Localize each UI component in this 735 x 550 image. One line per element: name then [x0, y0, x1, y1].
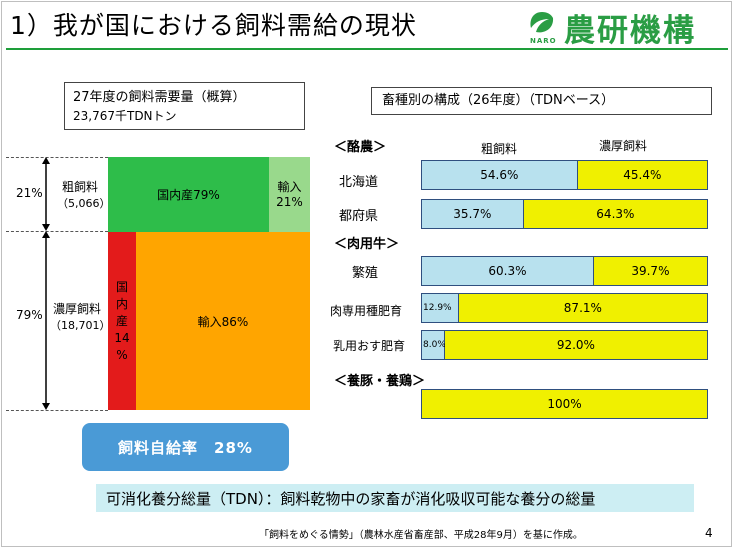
page-title: 1）我が国における飼料需給の現状 [10, 6, 417, 42]
concentrate-domestic-block: 国 内 産 14 % [108, 232, 136, 410]
bar-segment-concentrate: 39.7% [594, 257, 707, 285]
bar-segment-concentrate: 87.1% [459, 294, 707, 322]
concentrate-feed-amount: （18,701） [50, 317, 111, 333]
demand-box: 27年度の飼料需要量（概算） 23,767千TDNトン [64, 82, 305, 130]
section-beef: ＜肉用牛＞ [334, 233, 399, 252]
demand-title: 27年度の飼料需要量（概算） [73, 86, 296, 105]
section-pig-poultry: ＜養豚・養鶏＞ [334, 370, 425, 389]
rough-import-label: 輸入 [277, 180, 301, 195]
rough-import-pct: 21% [276, 195, 303, 210]
bar-pig-poultry: 100% [421, 389, 708, 419]
rough-domestic-block: 国内産79% [108, 157, 269, 232]
bar-segment-rough: 35.7% [422, 200, 524, 228]
column-header-rough: 粗飼料 [481, 140, 517, 157]
bar-tofuken: 35.7% 64.3% [421, 199, 708, 229]
rough-feed-amount: （5,066） [57, 195, 111, 211]
concentrate-import-block: 輸入86% [136, 232, 310, 410]
page-number: 4 [705, 526, 713, 540]
concentrate-share-label: 79% [16, 308, 43, 322]
bar-hokkaido: 54.6% 45.4% [421, 160, 708, 190]
bar-segment-concentrate: 92.0% [445, 331, 707, 359]
column-header-concentrate: 濃厚飼料 [599, 137, 647, 154]
rough-share-label: 21% [16, 186, 43, 200]
bar-segment-rough: 12.9% [422, 294, 459, 322]
concentrate-domestic-char-2: 内 [116, 296, 128, 313]
self-sufficiency-badge: 飼料自給率 28% [82, 423, 289, 471]
tdn-definition-note: 可消化養分総量（TDN）：飼料乾物中の家畜が消化吸収可能な養分の総量 [96, 484, 694, 512]
row-label-hokkaido: 北海道 [339, 171, 378, 190]
naro-leaf-icon [527, 10, 557, 36]
mosaic-guide-top [6, 157, 108, 158]
mosaic-guide-middle [6, 231, 108, 232]
naro-logo-text: 農研機構 [564, 5, 696, 50]
demand-amount: 23,767千TDNトン [73, 107, 296, 124]
bar-segment-rough: 60.3% [422, 257, 594, 285]
rough-feed-label: 粗飼料 [62, 178, 98, 195]
mosaic-guide-bottom [6, 410, 108, 411]
bar-segment-concentrate: 64.3% [524, 200, 707, 228]
row-label-beef-fattening: 肉専用種肥育 [330, 302, 402, 319]
source-citation: 「飼料をめぐる情勢」（農林水産省畜産部、平成28年9月）を基に作成。 [259, 526, 583, 541]
row-label-dairy-steer-fattening: 乳用おす肥育 [333, 337, 405, 354]
concentrate-domestic-char-3: 産 [116, 313, 128, 330]
concentrate-domestic-char-1: 国 [116, 279, 128, 296]
bar-breeding: 60.3% 39.7% [421, 256, 708, 286]
row-label-breeding: 繁殖 [352, 262, 378, 281]
bar-beef-fattening: 12.9% 87.1% [421, 293, 708, 323]
concentrate-feed-label: 濃厚飼料 [53, 300, 101, 317]
concentrate-domestic-char-5: % [116, 347, 127, 364]
naro-logo-label: NARO [530, 37, 557, 45]
section-dairy: ＜酪農＞ [334, 136, 386, 155]
bar-segment-rough: 54.6% [422, 161, 578, 189]
bar-segment-concentrate: 45.4% [578, 161, 707, 189]
rough-import-block: 輸入 21% [269, 157, 310, 232]
row-label-tofuken: 都府県 [339, 205, 378, 224]
concentrate-domestic-char-4: 14 [114, 330, 129, 347]
composition-title: 畜種別の構成（26年度）（TDNベース） [371, 87, 712, 115]
bar-dairy-steer-fattening: 8.0% 92.0% [421, 330, 708, 360]
bar-segment-concentrate: 100% [422, 390, 707, 418]
bar-segment-rough: 8.0% [422, 331, 445, 359]
